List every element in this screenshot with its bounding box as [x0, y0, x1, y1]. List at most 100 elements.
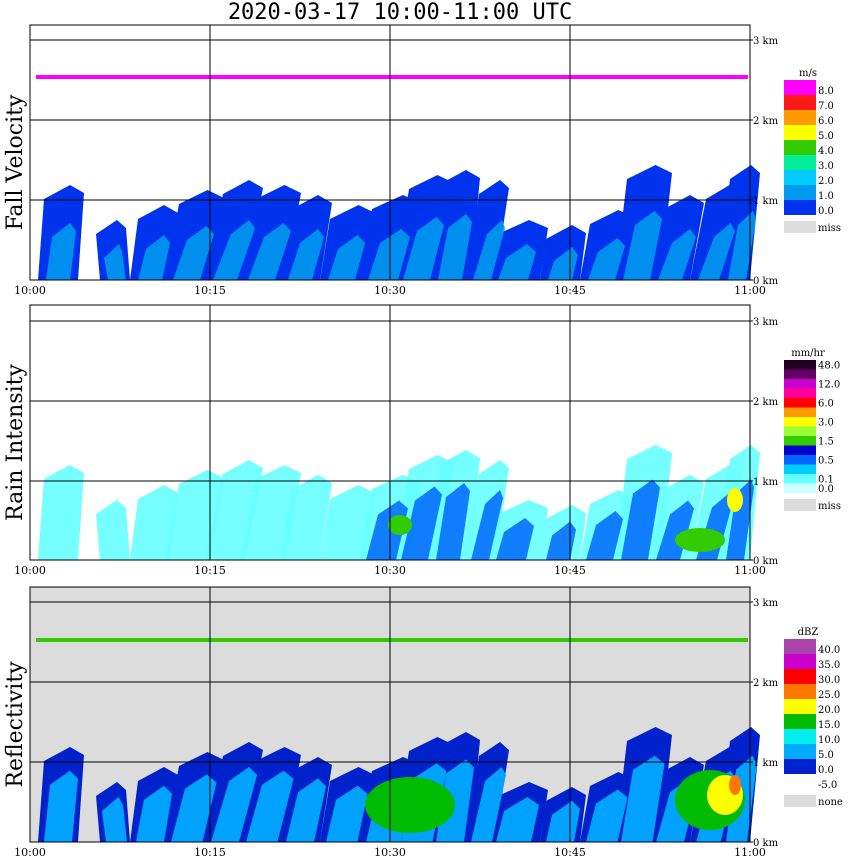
- panel-label: Reflectivity: [3, 661, 28, 788]
- echo-region: [171, 774, 217, 842]
- echo-region: [698, 223, 735, 280]
- echo-region: [46, 223, 76, 280]
- legend-swatch: [784, 455, 816, 465]
- plot-frame: [29, 304, 751, 561]
- legend-swatch: [784, 170, 816, 185]
- echo-region: [586, 511, 623, 560]
- legend-label: -5.0: [818, 780, 837, 791]
- legend-swatch: [784, 669, 816, 684]
- legend-missing-label: miss: [818, 501, 841, 512]
- legend-label: 3.0: [818, 418, 834, 429]
- legend-label: 40.0: [818, 645, 840, 656]
- echo-region: [623, 211, 662, 280]
- echo-region: [44, 770, 78, 842]
- legend-label: 5.0: [818, 131, 834, 142]
- height-tick-label: 3 km: [753, 317, 779, 328]
- legend-label: 8.0: [818, 86, 834, 97]
- echo-region: [248, 223, 291, 280]
- time-tick-label: 10:15: [194, 284, 226, 297]
- echo-region: [328, 235, 365, 280]
- legend-unit: m/s: [799, 68, 817, 79]
- legend-label: 0.0: [818, 484, 834, 495]
- legend-label: 48.0: [818, 361, 840, 372]
- time-tick-label: 10:15: [194, 564, 226, 577]
- legend-label: 20.0: [818, 705, 840, 716]
- legend-label: 30.0: [818, 675, 840, 686]
- legend-label: 1.0: [818, 191, 834, 202]
- echo-region: [401, 486, 442, 560]
- legend-swatch: [784, 110, 816, 125]
- legend-swatch: [784, 80, 816, 95]
- height-tick-label: 1 km: [753, 477, 779, 488]
- refl-core: [365, 777, 455, 833]
- echo-region: [280, 195, 332, 280]
- echo-region: [246, 770, 294, 842]
- echo-region: [286, 778, 326, 842]
- echo-region: [473, 220, 505, 280]
- echo-region: [38, 465, 84, 560]
- time-tick-label: 11:00: [734, 564, 766, 577]
- echo-region: [496, 518, 534, 560]
- figure-title: 2020-03-17 10:00-11:00 UTC: [227, 0, 573, 25]
- legend-swatch: [784, 417, 816, 427]
- legend-label: 0.1: [818, 475, 834, 486]
- echo-region: [173, 226, 214, 280]
- echo-region: [586, 789, 628, 842]
- echo-region: [656, 500, 694, 560]
- plot-frame: [29, 24, 751, 281]
- legend-swatch: [784, 200, 816, 215]
- panel-fall-velocity: 0 km 1 km 2 km 3 km 10:00 10:15 10:30 10:45 11:0…: [3, 24, 841, 297]
- legend-swatch: [784, 654, 816, 669]
- time-tick-label: 10:30: [374, 564, 406, 577]
- legend-swatch: [784, 684, 816, 699]
- echo-region: [621, 755, 665, 842]
- legend-swatch: [784, 140, 816, 155]
- echo-region: [438, 214, 472, 280]
- legend-swatch: [784, 759, 816, 774]
- echo-region: [471, 767, 506, 842]
- legend-swatch: [784, 774, 816, 789]
- legend-label: 6.0: [818, 116, 834, 127]
- legend-label: 6.0: [818, 399, 834, 410]
- legend-swatch: [784, 360, 816, 370]
- legend-swatch: [784, 155, 816, 170]
- legend-swatch: [784, 185, 816, 200]
- time-tick-label: 10:45: [554, 564, 586, 577]
- legend-swatch: [784, 95, 816, 110]
- time-tick-label: 10:30: [374, 846, 406, 859]
- legend-missing-swatch: [784, 795, 816, 807]
- legend-swatch: [784, 379, 816, 389]
- echo-region: [213, 220, 255, 280]
- height-tick-label: 3 km: [753, 598, 779, 609]
- echo-region: [436, 483, 470, 560]
- time-tick-label: 10:00: [14, 284, 46, 297]
- legend-missing-swatch: [784, 221, 816, 233]
- legend-label: 35.0: [818, 660, 840, 671]
- echo-region: [165, 470, 224, 560]
- legend-label: 4.0: [818, 146, 834, 157]
- echo-region: [280, 475, 332, 560]
- echo-region: [211, 767, 257, 842]
- panel-reflectivity: 0 km 1 km 2 km 3 km 10:00 10:15 10:30 10:45 11:0…: [3, 586, 843, 859]
- legend-label: 0.5: [818, 456, 834, 467]
- echo-region: [650, 195, 704, 280]
- legend-label: 15.0: [818, 720, 840, 731]
- echo-region: [546, 800, 580, 842]
- legend-swatch: [784, 407, 816, 417]
- refl-core: [729, 775, 741, 795]
- height-tick-label: 0 km: [753, 838, 779, 849]
- legend-swatch: [784, 426, 816, 436]
- height-tick-label: 0 km: [753, 276, 779, 287]
- height-tick-label: 1 km: [753, 758, 779, 769]
- echo-region: [471, 490, 503, 560]
- rain-core: [675, 528, 725, 552]
- echo-region: [104, 244, 126, 280]
- legend-label: 25.0: [818, 690, 840, 701]
- echo-region: [726, 479, 754, 560]
- echo-region: [728, 211, 756, 280]
- legend-swatch: [784, 639, 816, 654]
- height-tick-label: 2 km: [753, 116, 779, 127]
- time-tick-label: 11:00: [734, 284, 766, 297]
- time-tick-label: 10:00: [14, 846, 46, 859]
